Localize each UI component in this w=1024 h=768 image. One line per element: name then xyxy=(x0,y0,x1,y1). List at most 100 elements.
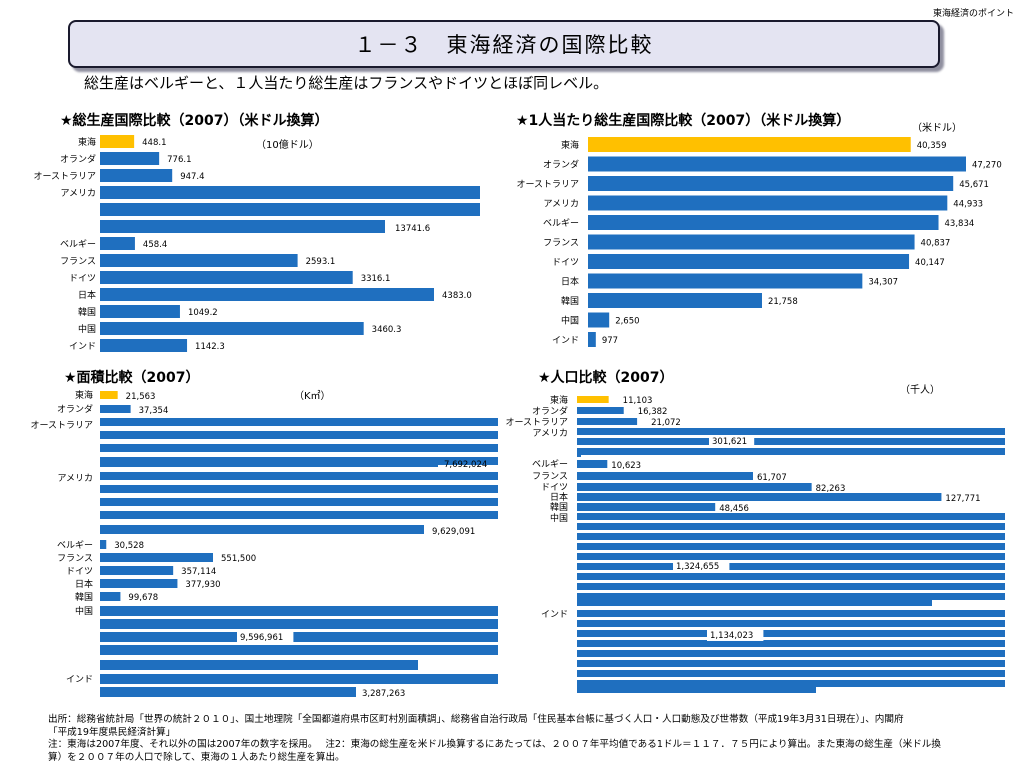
bar xyxy=(588,195,948,211)
value-label: 9,629,091 xyxy=(432,527,475,537)
bar xyxy=(100,169,173,182)
bar-segment xyxy=(100,674,498,684)
footer-source-line: 出所：総務省統計局「世界の統計２０１０」、国土地理院「全国都道府県市区町村別面積… xyxy=(48,714,904,725)
category-label: フランス xyxy=(532,471,568,482)
bar-segment xyxy=(577,428,1005,435)
category-label: 東海 xyxy=(75,389,93,401)
category-label: 日本 xyxy=(75,578,93,590)
bar-segment xyxy=(577,599,932,606)
value-label-bg xyxy=(707,629,764,641)
bar xyxy=(100,339,188,352)
category-label: 東海 xyxy=(78,136,96,148)
value-label: 99,678 xyxy=(128,593,158,603)
chart-gdp-per-capita-unit: （米ドル） xyxy=(912,123,962,134)
category-label: インド xyxy=(541,610,568,620)
bar-segment xyxy=(577,533,1005,540)
bar-segment xyxy=(100,418,498,426)
page-subtitle: 総生産はベルギーと、１人当たり総生産はフランスやドイツとほぼ同レベル。 xyxy=(84,74,609,92)
bar-segment xyxy=(577,563,1005,570)
bar xyxy=(100,566,174,575)
bar-segment xyxy=(577,573,1005,580)
category-label: インド xyxy=(552,336,579,346)
header-top-label: 東海経済のポイント xyxy=(932,9,1014,19)
value-label: 977 xyxy=(602,336,618,346)
value-label: 301,621 xyxy=(712,437,747,447)
bar-segment xyxy=(577,523,1005,530)
value-label: 127,771 xyxy=(945,494,980,504)
bar xyxy=(100,391,118,399)
category-label: オランダ xyxy=(57,403,93,415)
footer-notes: 出所：総務省統計局「世界の統計２０１０」、国土地理院「全国都道府県市区町村別面積… xyxy=(48,714,1014,764)
bar-segment xyxy=(577,610,1005,617)
category-label: ベルギー xyxy=(57,540,93,551)
bar-segment xyxy=(100,632,498,642)
category-label: 中国 xyxy=(550,512,568,524)
category-label: アメリカ xyxy=(532,428,568,439)
chart-area-title: ★面積比較（2007） xyxy=(64,370,200,386)
value-label: 1,134,023 xyxy=(710,631,753,641)
category-label: インド xyxy=(66,675,93,685)
bar xyxy=(577,418,638,425)
value-label-bg xyxy=(237,631,294,643)
value-label: 357,114 xyxy=(181,567,216,577)
bar-segment xyxy=(577,686,816,693)
bar-segment xyxy=(100,525,424,534)
bar xyxy=(100,553,213,562)
bar xyxy=(577,407,624,414)
bar xyxy=(100,254,298,267)
value-label: 448.1 xyxy=(142,138,166,148)
bar-segment xyxy=(577,670,1005,677)
value-label: 2,650 xyxy=(615,317,639,327)
bar xyxy=(100,405,131,413)
category-label: 日本 xyxy=(78,289,96,301)
value-label: 11,103 xyxy=(623,396,653,406)
category-label: インド xyxy=(69,342,96,352)
bar-segment xyxy=(577,448,1005,455)
chart-gdp-title: ★総生産国際比較（2007）（米ドル換算） xyxy=(60,113,329,129)
bar-segment xyxy=(100,619,498,629)
bar-segment xyxy=(577,593,1005,600)
value-label: 13741.6 xyxy=(395,224,430,234)
bar xyxy=(577,396,609,403)
category-label: 韓国 xyxy=(75,592,93,603)
bar-segment xyxy=(577,438,1005,445)
bar xyxy=(100,592,121,601)
category-label: オランダ xyxy=(543,159,579,171)
value-label: 3316.1 xyxy=(361,274,391,284)
value-label: 21,758 xyxy=(768,297,798,307)
bar xyxy=(100,305,180,318)
value-label: 1142.3 xyxy=(195,342,225,352)
value-label: 377,930 xyxy=(185,580,220,590)
value-label: 9,596,961 xyxy=(240,633,283,643)
value-label: 40,359 xyxy=(917,141,947,151)
value-label: 44,933 xyxy=(953,200,983,210)
category-label: 日本 xyxy=(550,491,568,503)
value-label-bg xyxy=(709,435,755,447)
bar-segment xyxy=(577,640,1005,647)
value-label: 47,270 xyxy=(972,161,1002,171)
bar-segment xyxy=(100,220,385,233)
category-label: ベルギー xyxy=(532,459,568,470)
bar-segment xyxy=(100,472,498,480)
value-label: 2593.1 xyxy=(306,257,336,267)
category-label: ベルギー xyxy=(60,239,96,250)
category-label: ドイツ xyxy=(541,483,568,493)
category-label: 韓国 xyxy=(561,296,579,307)
category-label: オランダ xyxy=(532,405,568,417)
value-label: 21,072 xyxy=(651,418,681,428)
bar xyxy=(588,234,915,250)
bar-segment xyxy=(577,553,1005,560)
category-label: オーストラリア xyxy=(33,171,96,182)
value-label: 48,456 xyxy=(719,504,749,514)
chart-gdp-unit: （10億ドル） xyxy=(256,140,319,151)
bar-segment xyxy=(577,543,1005,550)
value-label: 1049.2 xyxy=(188,308,218,318)
category-label: フランス xyxy=(57,553,93,564)
bar xyxy=(577,483,812,491)
category-label: オランダ xyxy=(60,153,96,165)
bar-segment xyxy=(577,650,1005,657)
bar-segment xyxy=(577,620,1005,627)
bar-segment xyxy=(100,485,498,493)
value-label: 21,563 xyxy=(126,392,156,402)
bar-segment xyxy=(100,511,498,519)
